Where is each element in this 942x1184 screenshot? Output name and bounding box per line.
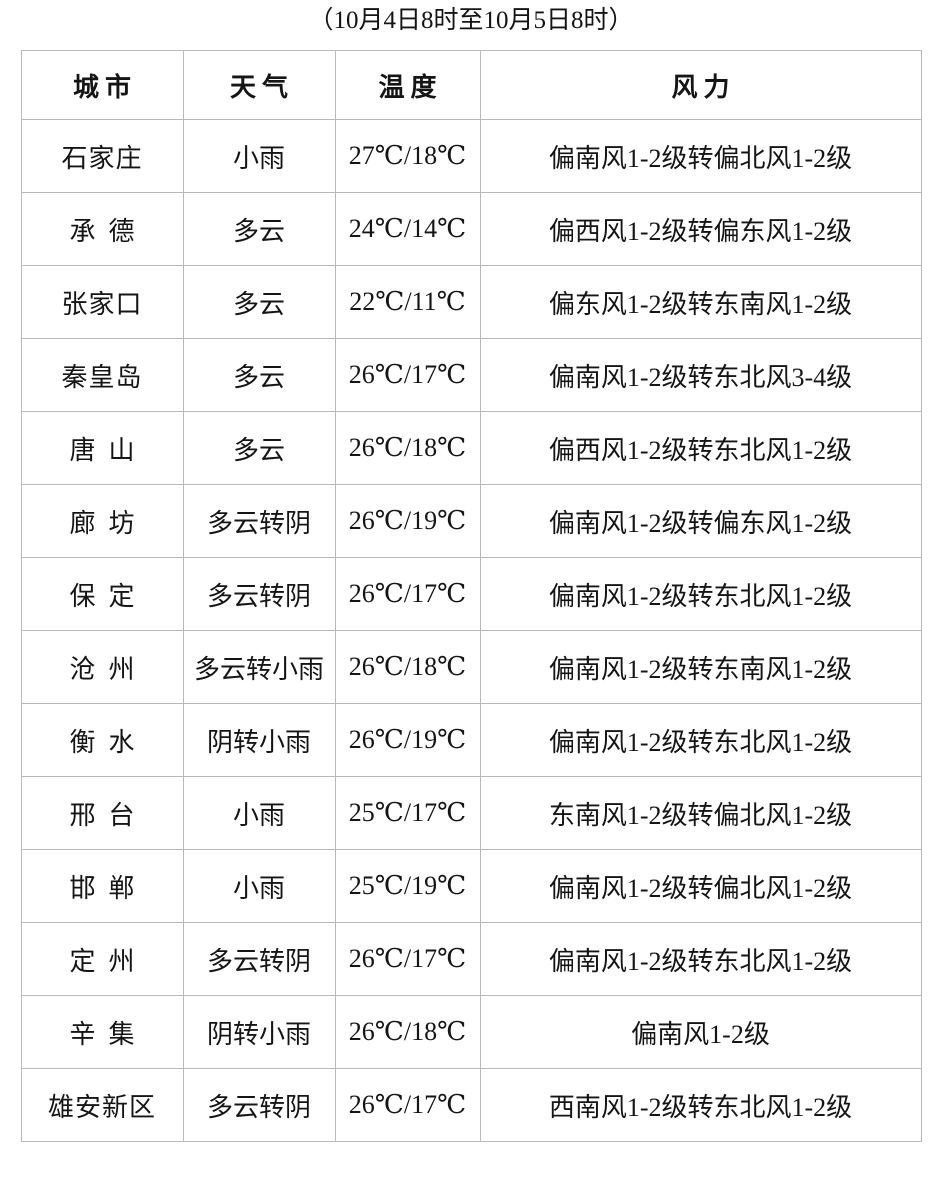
cell-temperature: 26℃/18℃ xyxy=(334,630,481,704)
cell-wind: 偏南风1-2级转东北风3-4级 xyxy=(479,338,922,412)
table-row: 沧州 多云转小雨 26℃/18℃ 偏南风1-2级转东南风1-2级 xyxy=(20,630,922,704)
cell-temperature: 26℃/18℃ xyxy=(334,995,481,1069)
table-row: 邢台 小雨 25℃/17℃ 东南风1-2级转偏北风1-2级 xyxy=(20,776,922,850)
cell-weather: 多云 xyxy=(182,411,336,485)
table-row: 廊坊 多云转阴 26℃/19℃ 偏南风1-2级转偏东风1-2级 xyxy=(20,484,922,558)
cell-city: 辛集 xyxy=(20,995,184,1069)
cell-wind: 偏南风1-2级转东北风1-2级 xyxy=(479,922,922,996)
cell-wind: 偏南风1-2级转偏北风1-2级 xyxy=(479,119,922,193)
cell-city: 定州 xyxy=(20,922,184,996)
cell-city: 沧州 xyxy=(20,630,184,704)
table-row: 张家口 多云 22℃/11℃ 偏东风1-2级转东南风1-2级 xyxy=(20,265,922,339)
cell-weather: 多云 xyxy=(182,265,336,339)
table-row: 雄安新区 多云转阴 26℃/17℃ 西南风1-2级转东北风1-2级 xyxy=(20,1068,922,1142)
cell-city: 唐山 xyxy=(20,411,184,485)
cell-temperature: 25℃/19℃ xyxy=(334,849,481,923)
cell-temperature: 26℃/19℃ xyxy=(334,703,481,777)
cell-weather: 多云转阴 xyxy=(182,484,336,558)
cell-wind: 偏南风1-2级转东北风1-2级 xyxy=(479,703,922,777)
cell-wind: 偏西风1-2级转东北风1-2级 xyxy=(479,411,922,485)
weather-forecast-table: 城市 天气 温度 风力 石家庄 小雨 27℃/18℃ 偏南风1-2级转偏北风1-2级承… xyxy=(20,50,922,1142)
cell-weather: 多云转小雨 xyxy=(182,630,336,704)
column-header-city: 城市 xyxy=(20,50,184,120)
table-row: 衡水 阴转小雨 26℃/19℃ 偏南风1-2级转东北风1-2级 xyxy=(20,703,922,777)
table-row: 承德 多云 24℃/14℃ 偏西风1-2级转偏东风1-2级 xyxy=(20,192,922,266)
column-header-weather: 天气 xyxy=(182,50,336,120)
table-row: 邯郸 小雨 25℃/19℃ 偏南风1-2级转偏北风1-2级 xyxy=(20,849,922,923)
cell-temperature: 22℃/11℃ xyxy=(334,265,481,339)
table-row: 石家庄 小雨 27℃/18℃ 偏南风1-2级转偏北风1-2级 xyxy=(20,119,922,193)
cell-wind: 偏南风1-2级转东南风1-2级 xyxy=(479,630,922,704)
table-row: 唐山 多云 26℃/18℃ 偏西风1-2级转东北风1-2级 xyxy=(20,411,922,485)
cell-city: 张家口 xyxy=(20,265,184,339)
cell-city: 廊坊 xyxy=(20,484,184,558)
cell-wind: 偏南风1-2级转偏东风1-2级 xyxy=(479,484,922,558)
cell-city: 雄安新区 xyxy=(20,1068,184,1142)
column-header-temperature: 温度 xyxy=(334,50,481,120)
cell-weather: 小雨 xyxy=(182,849,336,923)
cell-temperature: 26℃/17℃ xyxy=(334,922,481,996)
cell-weather: 多云 xyxy=(182,192,336,266)
table-row: 保定 多云转阴 26℃/17℃ 偏南风1-2级转东北风1-2级 xyxy=(20,557,922,631)
cell-weather: 多云转阴 xyxy=(182,1068,336,1142)
cell-weather: 多云 xyxy=(182,338,336,412)
cell-temperature: 26℃/17℃ xyxy=(334,338,481,412)
cell-weather: 小雨 xyxy=(182,119,336,193)
cell-city: 石家庄 xyxy=(20,119,184,193)
cell-wind: 偏南风1-2级 xyxy=(479,995,922,1069)
page-caption: （10月4日8时至10月5日8时） xyxy=(308,7,634,34)
cell-city: 承德 xyxy=(20,192,184,266)
column-header-wind: 风力 xyxy=(479,50,922,120)
table-row: 秦皇岛 多云 26℃/17℃ 偏南风1-2级转东北风3-4级 xyxy=(20,338,922,412)
cell-temperature: 26℃/17℃ xyxy=(334,1068,481,1142)
cell-temperature: 25℃/17℃ xyxy=(334,776,481,850)
cell-weather: 小雨 xyxy=(182,776,336,850)
cell-wind: 西南风1-2级转东北风1-2级 xyxy=(479,1068,922,1142)
cell-city: 保定 xyxy=(20,557,184,631)
cell-city: 秦皇岛 xyxy=(20,338,184,412)
cell-temperature: 26℃/19℃ xyxy=(334,484,481,558)
cell-weather: 阴转小雨 xyxy=(182,703,336,777)
cell-wind: 偏南风1-2级转偏北风1-2级 xyxy=(479,849,922,923)
table-header-row: 城市 天气 温度 风力 xyxy=(20,50,922,120)
cell-wind: 偏南风1-2级转东北风1-2级 xyxy=(479,557,922,631)
cell-temperature: 26℃/17℃ xyxy=(334,557,481,631)
cell-weather: 阴转小雨 xyxy=(182,995,336,1069)
cell-wind: 偏西风1-2级转偏东风1-2级 xyxy=(479,192,922,266)
cell-city: 邢台 xyxy=(20,776,184,850)
table-body: 石家庄 小雨 27℃/18℃ 偏南风1-2级转偏北风1-2级 承德 多云 24℃/14℃ 偏西… xyxy=(20,119,922,1142)
table-row: 辛集 阴转小雨 26℃/18℃ 偏南风1-2级 xyxy=(20,995,922,1069)
cell-temperature: 24℃/14℃ xyxy=(334,192,481,266)
cell-wind: 东南风1-2级转偏北风1-2级 xyxy=(479,776,922,850)
cell-weather: 多云转阴 xyxy=(182,557,336,631)
cell-wind: 偏东风1-2级转东南风1-2级 xyxy=(479,265,922,339)
table-row: 定州 多云转阴 26℃/17℃ 偏南风1-2级转东北风1-2级 xyxy=(20,922,922,996)
cell-city: 衡水 xyxy=(20,703,184,777)
cell-temperature: 26℃/18℃ xyxy=(334,411,481,485)
cell-city: 邯郸 xyxy=(20,849,184,923)
cell-weather: 多云转阴 xyxy=(182,922,336,996)
cell-temperature: 27℃/18℃ xyxy=(334,119,481,193)
